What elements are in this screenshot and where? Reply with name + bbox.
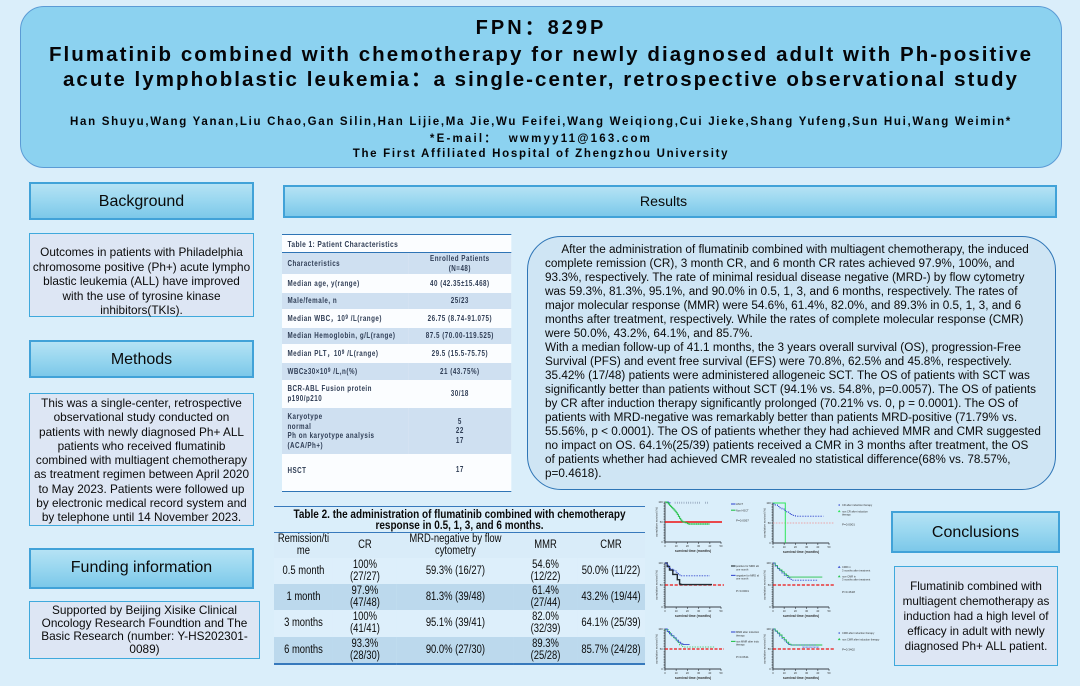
svg-text:50: 50 [768,521,771,525]
svg-text:CR after induction therapy: CR after induction therapy [842,503,873,507]
svg-text:50: 50 [660,583,663,587]
svg-text:therapy: therapy [842,513,851,517]
svg-text:20: 20 [794,671,797,675]
svg-text:40: 40 [708,544,711,548]
svg-text:0: 0 [664,671,666,675]
svg-text:non-CMR in: non-CMR in [842,575,856,579]
svg-text:P=0.0057: P=0.0057 [736,518,749,522]
svg-text:20: 20 [686,609,689,613]
svg-text:20: 20 [686,544,689,548]
svg-text:40: 40 [816,609,819,613]
svg-text:one month: one month [736,577,749,581]
svg-text:50: 50 [768,647,771,651]
svg-text:50: 50 [768,583,771,587]
svg-text:CMR in: CMR in [842,565,851,569]
svg-text:0: 0 [664,544,666,548]
svg-text:100: 100 [658,561,663,565]
svg-text:cumulative survival (%): cumulative survival (%) [655,634,659,664]
svg-text:10: 10 [783,671,786,675]
svg-text:cumulative survival (%): cumulative survival (%) [655,570,659,600]
svg-text:100: 100 [658,627,663,631]
svg-text:0: 0 [664,609,666,613]
svg-text:30: 30 [697,544,700,548]
svg-text:0: 0 [661,540,663,544]
svg-text:50: 50 [660,647,663,651]
svg-text:40: 40 [816,671,819,675]
svg-text:20: 20 [794,545,797,549]
svg-text:P=0.0001: P=0.0001 [842,523,855,527]
svg-text:therapy: therapy [736,643,745,647]
svg-text:P=0.4618: P=0.4618 [842,590,855,594]
svg-text:P<0.0001: P<0.0001 [736,589,749,593]
svg-text:P=0.3402: P=0.3402 [842,647,855,651]
svg-text:50: 50 [828,609,831,613]
svg-text:P=0.0611: P=0.0611 [736,655,749,659]
svg-text:positive for MRD after: positive for MRD after [736,564,759,568]
svg-text:cumulative survival (%): cumulative survival (%) [655,507,659,537]
svg-text:non CMR after induction therap: non CMR after induction therapy [842,637,880,641]
svg-text:10: 10 [783,609,786,613]
svg-text:0: 0 [661,667,663,671]
svg-text:0: 0 [772,609,774,613]
svg-text:0: 0 [769,605,771,609]
svg-text:MMR after induction: MMR after induction [736,630,759,634]
svg-text:10: 10 [675,671,678,675]
svg-text:40: 40 [816,545,819,549]
svg-text:nnnnnnnnnnn: nnnnnnnnnnn [802,645,820,649]
svg-text:40: 40 [708,609,711,613]
svg-text:0: 0 [769,541,771,545]
svg-text:50: 50 [720,544,723,548]
svg-text:survival time (months): survival time (months) [783,550,819,554]
svg-text:30: 30 [805,545,808,549]
svg-text:10: 10 [675,544,678,548]
svg-text:20: 20 [794,609,797,613]
svg-text:30: 30 [697,671,700,675]
svg-text:0: 0 [769,667,771,671]
svg-text:3 months after treatment: 3 months after treatment [842,578,871,582]
svg-text:0: 0 [661,605,663,609]
svg-text:cumulative survival (%): cumulative survival (%) [763,570,767,600]
svg-text:survival time (months): survival time (months) [675,614,711,618]
svg-text:30: 30 [805,671,808,675]
svg-text:0: 0 [772,671,774,675]
svg-text:HSCT: HSCT [736,502,743,506]
svg-text:40: 40 [708,671,711,675]
svg-text:Non HSCT: Non HSCT [736,508,749,512]
svg-text:survival time (months): survival time (months) [675,549,711,553]
svg-text:100: 100 [766,561,771,565]
svg-text:10: 10 [783,545,786,549]
svg-text:10: 10 [675,609,678,613]
svg-text:CMR after induction therapy: CMR after induction therapy [842,631,875,635]
svg-text:100: 100 [766,627,771,631]
svg-text:survival time (months): survival time (months) [675,676,711,680]
svg-text:50: 50 [828,671,831,675]
svg-text:survival time (months): survival time (months) [783,676,819,680]
svg-text:cumulative survival (%): cumulative survival (%) [763,508,767,538]
svg-text:3 months after treatment: 3 months after treatment [842,568,871,572]
svg-text:cumulative survival (%): cumulative survival (%) [763,634,767,664]
svg-text:30: 30 [805,609,808,613]
svg-text:0: 0 [772,545,774,549]
svg-text:one month: one month [736,567,749,571]
svg-text:30: 30 [697,609,700,613]
svg-text:therapy: therapy [736,633,745,637]
svg-text:survival time (months): survival time (months) [783,614,819,618]
svg-text:20: 20 [686,671,689,675]
svg-text:non CR after induction: non CR after induction [842,509,868,513]
svg-text:50: 50 [720,609,723,613]
svg-text:100: 100 [658,500,663,504]
svg-text:non MMR after induction: non MMR after induction [736,640,759,644]
svg-text:negative for MRD after: negative for MRD after [736,574,759,578]
svg-text:100: 100 [766,501,771,505]
svg-text:50: 50 [660,520,663,524]
svg-text:50: 50 [828,545,831,549]
svg-text:50: 50 [720,671,723,675]
